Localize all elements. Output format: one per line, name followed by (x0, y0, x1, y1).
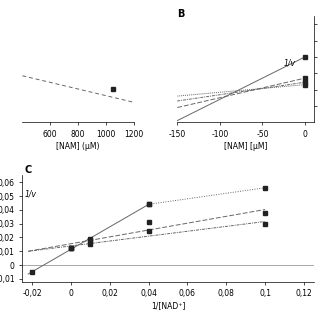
Text: B: B (177, 9, 185, 19)
Text: 1/v: 1/v (284, 59, 296, 68)
X-axis label: 1/[NAD⁺]: 1/[NAD⁺] (151, 301, 185, 310)
Text: 1/v: 1/v (24, 189, 36, 198)
Text: C: C (24, 165, 32, 175)
X-axis label: [NAM] (μM): [NAM] (μM) (56, 142, 100, 151)
X-axis label: [NAM] [μM]: [NAM] [μM] (224, 142, 267, 151)
